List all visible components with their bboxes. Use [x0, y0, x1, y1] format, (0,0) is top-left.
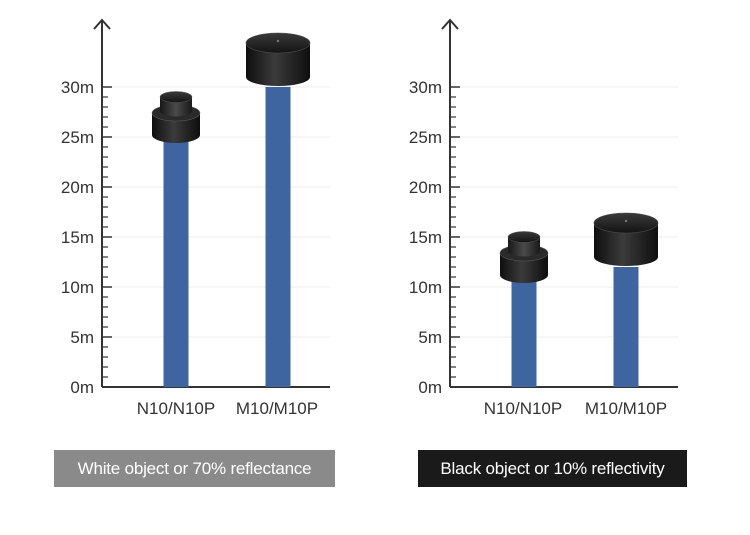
- caption-black-object: Black object or 10% reflectivity: [418, 450, 687, 487]
- y-tick-label: 10m: [61, 278, 94, 297]
- y-tick-label: 20m: [409, 178, 442, 197]
- bar-n10-n10p: [163, 137, 189, 387]
- y-tick-label: 20m: [61, 178, 94, 197]
- bar-m10-m10p: [613, 267, 639, 387]
- y-tick-label: 0m: [70, 378, 94, 397]
- y-tick-label: 25m: [61, 128, 94, 147]
- x-tick-label: M10/M10P: [585, 399, 667, 418]
- chart-black-object: 0m 5m 10m 15m 20m 25m 30m N10/N10P M10/M10P: [409, 18, 678, 418]
- y-tick-label: 25m: [409, 128, 442, 147]
- x-tick-label: N10/N10P: [484, 399, 562, 418]
- chart-white-object: 0m 5m 10m 15m 20m 25m 30m N10/N10P M10/M10P: [61, 18, 330, 418]
- lidar-sensor-n10-icon: [151, 91, 201, 143]
- y-axis-arrow-icon: [93, 18, 111, 30]
- y-tick-label: 15m: [61, 228, 94, 247]
- bar-m10-m10p: [265, 87, 291, 387]
- lidar-sensor-n10-icon: [499, 231, 549, 283]
- y-tick-label: 30m: [409, 78, 442, 97]
- y-tick-label: 5m: [418, 328, 442, 347]
- y-tick-label: 30m: [61, 78, 94, 97]
- range-comparison-charts: 0m 5m 10m 15m 20m 25m 30m N10/N10P M10/M10P 0m 5m 1…: [61, 18, 678, 418]
- x-tick-label: M10/M10P: [236, 399, 318, 418]
- bar-n10-n10p: [511, 277, 537, 387]
- y-tick-label: 15m: [409, 228, 442, 247]
- y-axis-arrow-icon: [441, 18, 459, 30]
- caption-white-object: White object or 70% reflectance: [54, 450, 335, 487]
- lidar-sensor-m10-icon: [593, 212, 659, 266]
- y-tick-label: 0m: [418, 378, 442, 397]
- x-tick-label: N10/N10P: [137, 399, 215, 418]
- y-tick-label: 10m: [409, 278, 442, 297]
- lidar-sensor-m10-icon: [245, 32, 311, 86]
- y-tick-label: 5m: [70, 328, 94, 347]
